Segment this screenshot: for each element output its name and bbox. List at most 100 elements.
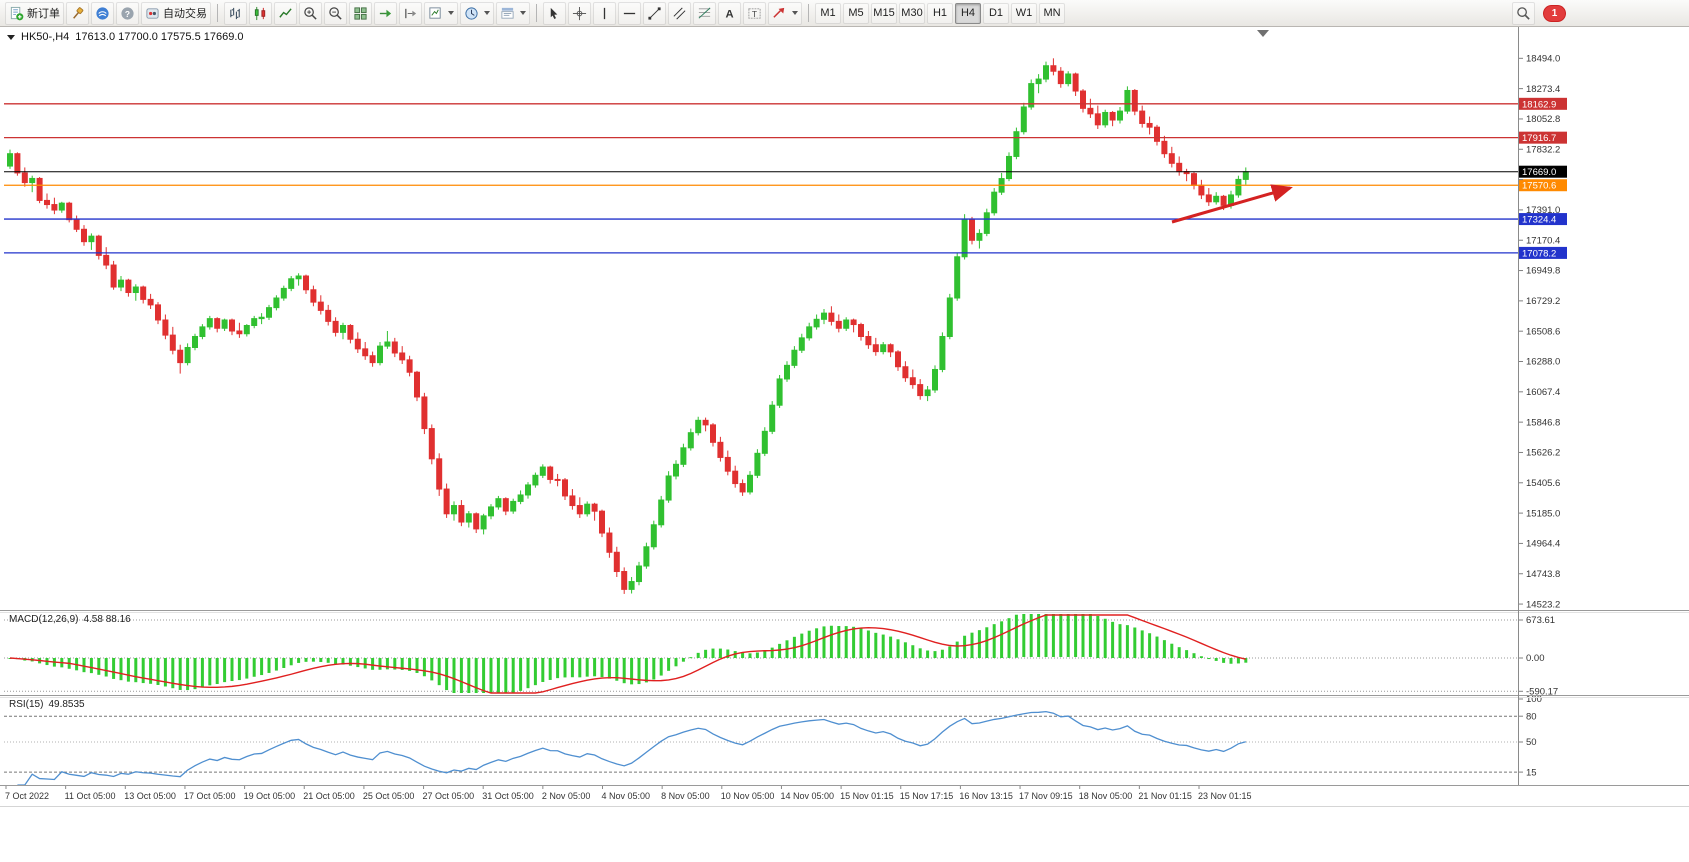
- arrows-button[interactable]: [768, 1, 802, 25]
- candle: [954, 256, 961, 299]
- timeframe-button-h1[interactable]: H1: [927, 2, 953, 24]
- timeframe-button-mn[interactable]: MN: [1039, 2, 1065, 24]
- channel-button[interactable]: [668, 1, 691, 25]
- macd-histogram-bar: [652, 658, 656, 680]
- time-axis-label: 11 Oct 05:00: [65, 791, 116, 801]
- svg-text:?: ?: [125, 8, 130, 18]
- crosshair-button[interactable]: [568, 1, 591, 25]
- macd-histogram-bar: [1207, 658, 1211, 660]
- candle: [924, 389, 931, 397]
- help-button[interactable]: ?: [116, 1, 139, 25]
- candle: [702, 419, 709, 426]
- tile-windows-button[interactable]: [349, 1, 372, 25]
- price-level-badge-text: 17324.4: [1522, 215, 1556, 226]
- timeframe-button-m1[interactable]: M1: [815, 2, 841, 24]
- price-axis-label: 16067.4: [1526, 387, 1560, 398]
- time-axis[interactable]: 7 Oct 2022 11 Oct 05:00 13 Oct 05:00 17 Oct…: [5, 786, 1252, 801]
- candle: [1131, 89, 1138, 112]
- price-level-badge: [1519, 246, 1567, 259]
- time-axis-label: 2 Nov 05:00: [542, 791, 591, 801]
- line-chart-button[interactable]: [274, 1, 297, 25]
- macd-histogram-bar: [97, 658, 101, 675]
- timeframe-button-m15[interactable]: M15: [871, 2, 897, 24]
- macd-histogram-bar: [230, 658, 234, 682]
- timeframe-button-h4[interactable]: H4: [955, 2, 981, 24]
- macd-histogram-bar: [1214, 658, 1218, 661]
- clock-icon: [464, 6, 479, 21]
- candle: [132, 286, 139, 294]
- autotrading-button[interactable]: 自动交易: [141, 1, 211, 25]
- timeframe-button-d1[interactable]: D1: [983, 2, 1009, 24]
- candle: [95, 235, 102, 256]
- macd-histogram-bar: [1140, 630, 1144, 658]
- candle: [1080, 90, 1086, 109]
- notification-badge[interactable]: 1: [1544, 5, 1565, 21]
- candle: [724, 456, 731, 472]
- candle: [177, 349, 184, 364]
- macd-histogram-bar: [548, 658, 552, 680]
- community-button[interactable]: [91, 1, 114, 25]
- timeframe-button-m30[interactable]: M30: [899, 2, 925, 24]
- candle: [599, 510, 605, 534]
- macd-histogram-bar: [1044, 614, 1048, 657]
- macd-histogram-bar: [104, 658, 108, 677]
- macd-histogram-bar: [289, 658, 293, 666]
- macd-histogram-bar: [748, 653, 752, 658]
- auto-scroll-button[interactable]: [374, 1, 397, 25]
- globe-icon: [95, 6, 110, 21]
- rsi-axis-label: 15: [1526, 767, 1537, 778]
- timeframe-button-m5[interactable]: M5: [843, 2, 869, 24]
- macd-histogram-bar: [704, 649, 708, 658]
- bar-chart-button[interactable]: [224, 1, 247, 25]
- vertical-line-button[interactable]: [593, 1, 616, 25]
- candle: [325, 309, 332, 322]
- candle: [58, 202, 65, 211]
- timeframe-button-w1[interactable]: W1: [1011, 2, 1037, 24]
- search-button[interactable]: [1512, 1, 1535, 25]
- time-axis-label: 4 Nov 05:00: [602, 791, 651, 801]
- cursor-button[interactable]: [543, 1, 566, 25]
- macd-histogram-bar: [334, 658, 338, 665]
- horizontal-line-button[interactable]: [618, 1, 641, 25]
- new-order-button[interactable]: 新订单: [5, 1, 64, 25]
- cursor-icon: [547, 6, 562, 21]
- rsi-panel: 100 80 50 15: [4, 694, 1542, 786]
- templates-icon: [500, 6, 515, 21]
- candle: [613, 551, 620, 573]
- macd-histogram-bar: [815, 628, 819, 658]
- candle: [258, 316, 265, 320]
- text-label-button[interactable]: T: [743, 1, 766, 25]
- new-chart-button[interactable]: [424, 1, 458, 25]
- candle: [1087, 107, 1094, 115]
- chevron-down-icon: [448, 11, 454, 15]
- candle: [554, 478, 561, 481]
- rsi-axis-label: 100: [1526, 694, 1542, 705]
- chart-shift-marker[interactable]: [1257, 30, 1269, 37]
- profiles-button[interactable]: [460, 1, 494, 25]
- metaeditor-button[interactable]: [66, 1, 89, 25]
- macd-histogram-bar: [778, 643, 782, 658]
- one-click-trading-toggle[interactable]: [7, 34, 15, 40]
- candle: [510, 500, 517, 512]
- macd-histogram-bar: [681, 658, 685, 662]
- trendline-button[interactable]: [643, 1, 666, 25]
- trend-arrow[interactable]: [1171, 184, 1293, 224]
- zoom-out-button[interactable]: [324, 1, 347, 25]
- chart-shift-button[interactable]: [399, 1, 422, 25]
- templates-button[interactable]: [496, 1, 530, 25]
- candle: [1065, 73, 1072, 85]
- macd-histogram-bar: [985, 627, 989, 658]
- zoom-in-button[interactable]: [299, 1, 322, 25]
- rsi-line: [17, 710, 1246, 786]
- text-button[interactable]: A: [718, 1, 741, 25]
- price-axis[interactable]: 18494.0 18273.4 18052.8 17832.2 17391.0 17170…: [1518, 54, 1560, 611]
- price-axis-label: 16288.0: [1526, 357, 1560, 368]
- macd-histogram-bar: [570, 658, 574, 678]
- macd-histogram-bar: [519, 658, 523, 691]
- candlestick-chart-button[interactable]: [249, 1, 272, 25]
- zoom-out-icon: [328, 6, 343, 21]
- fibonacci-button[interactable]: [693, 1, 716, 25]
- candle: [1191, 173, 1197, 186]
- time-axis-label: 14 Nov 05:00: [780, 791, 834, 801]
